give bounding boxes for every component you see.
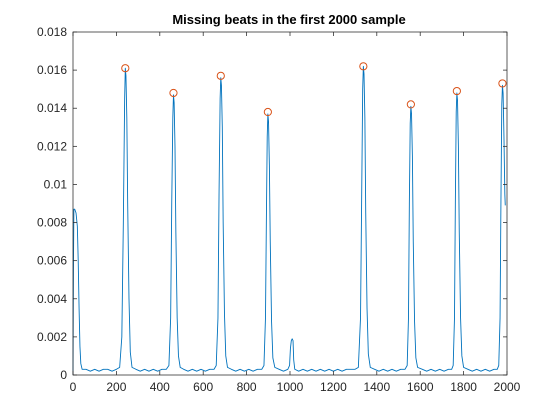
y-tick-label: 0.018: [37, 25, 67, 39]
peak-marker: [121, 64, 130, 73]
x-tick-label: 1200: [320, 380, 347, 394]
peak-marker: [359, 62, 368, 71]
x-tick-label: 400: [150, 380, 170, 394]
y-tick-label: 0.012: [37, 139, 67, 153]
x-tick-label: 1000: [277, 380, 304, 394]
peak-marker: [406, 100, 415, 109]
peak-marker: [263, 107, 272, 117]
y-tick-label: 0.016: [37, 63, 67, 77]
peak-marker: [452, 86, 461, 96]
series-layer: [72, 62, 507, 376]
peak-marker: [498, 79, 507, 88]
peak-marker: [169, 88, 178, 98]
y-tick-label: 0: [60, 368, 67, 382]
y-tick-label: 0.004: [37, 292, 67, 306]
x-tick-label: 200: [106, 380, 126, 394]
chart-title: Missing beats in the first 2000 sample: [172, 12, 405, 27]
x-tick-label: 2000: [494, 380, 521, 394]
x-tick-label: 600: [193, 380, 213, 394]
y-tick-label: 0.006: [37, 254, 67, 268]
x-tick-label: 0: [70, 380, 77, 394]
x-tick-label: 1600: [407, 380, 434, 394]
plot-area: [73, 32, 507, 375]
y-tick-label: 0.01: [44, 177, 68, 191]
y-tick-label: 0.014: [37, 101, 67, 115]
y-tick-label: 0.002: [37, 330, 67, 344]
axis-layer: 0 200 400 600 800 1000 1200 1400 1600 1800 2000 0 0.…: [37, 25, 521, 394]
peak-marker: [216, 71, 225, 80]
x-tick-label: 1400: [363, 380, 390, 394]
signal-line: [72, 65, 506, 376]
y-tick-label: 0.008: [37, 216, 67, 230]
x-tick-label: 800: [237, 380, 257, 394]
x-tick-label: 1800: [450, 380, 477, 394]
